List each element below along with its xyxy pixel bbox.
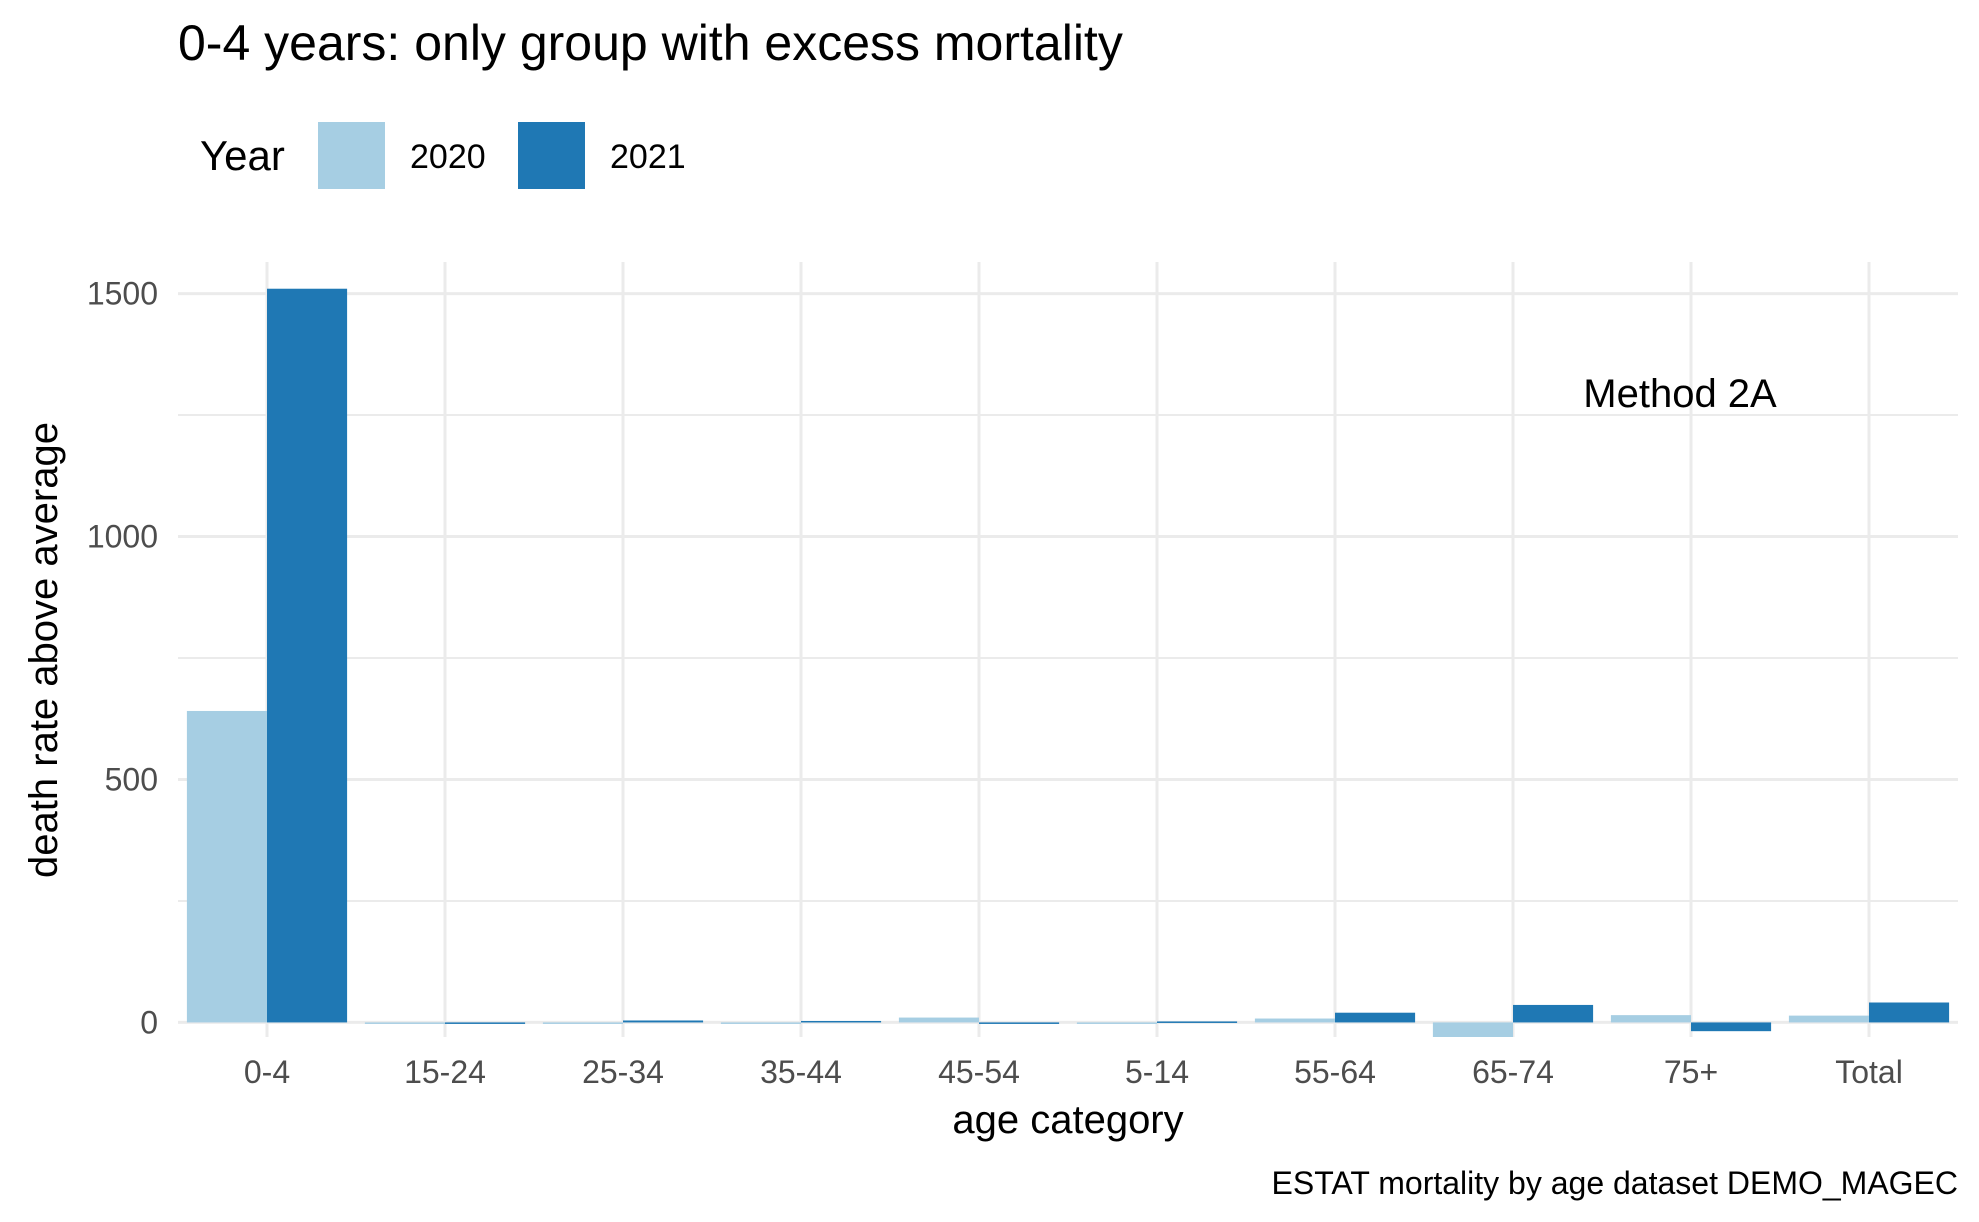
- grid: [178, 262, 1958, 1037]
- legend: Year 2020 2021: [200, 122, 686, 189]
- legend-swatch-2021: [518, 122, 585, 189]
- bar-2021-65-74: [1513, 1004, 1594, 1023]
- x-tick-label: Total: [1835, 1054, 1903, 1090]
- bars: [186, 288, 1950, 1037]
- bar-2020-5-14: [1076, 1022, 1157, 1024]
- bar-2021-75+: [1691, 1022, 1772, 1032]
- bar-2020-35-44: [720, 1022, 801, 1024]
- x-tick-label: 55-64: [1294, 1054, 1376, 1090]
- x-tick-label: 45-54: [938, 1054, 1020, 1090]
- bar-2021-45-54: [979, 1022, 1060, 1024]
- bar-2021-0-4: [267, 288, 348, 1023]
- caption: ESTAT mortality by age dataset DEMO_MAGE…: [1272, 1165, 1958, 1201]
- x-axis-title: age category: [952, 1098, 1183, 1142]
- bar-2021-5-14: [1157, 1021, 1238, 1023]
- x-tick-label: 65-74: [1472, 1054, 1554, 1090]
- bar-2020-15-24: [364, 1022, 445, 1024]
- x-tick-label: 0-4: [244, 1054, 290, 1090]
- bar-2021-25-34: [623, 1020, 704, 1023]
- legend-label-2021: 2021: [610, 138, 686, 176]
- y-tick-label: 0: [140, 1004, 158, 1040]
- bar-2020-0-4: [186, 710, 267, 1023]
- y-axis-tick-labels: 0 500 1000 1500: [87, 276, 158, 1041]
- y-tick-label: 1500: [87, 276, 158, 312]
- bar-2020-75+: [1610, 1015, 1691, 1023]
- legend-title: Year: [200, 132, 285, 179]
- y-tick-label: 500: [105, 761, 158, 797]
- x-axis-tick-labels: 0-4 15-24 25-34 35-44 45-54 5-14 55-64 65-74 75+…: [244, 1054, 1903, 1090]
- y-tick-label: 1000: [87, 519, 158, 555]
- x-tick-label: 75+: [1664, 1054, 1718, 1090]
- bar-2021-55-64: [1335, 1012, 1416, 1023]
- bar-2020-45-54: [898, 1017, 979, 1023]
- bar-2020-65-74: [1432, 1022, 1513, 1037]
- x-tick-label: 25-34: [582, 1054, 664, 1090]
- legend-swatch-2020: [318, 122, 385, 189]
- bar-2020-25-34: [542, 1022, 623, 1024]
- legend-label-2020: 2020: [410, 138, 486, 176]
- x-tick-label: 15-24: [404, 1054, 486, 1090]
- bar-2021-35-44: [801, 1020, 882, 1023]
- bar-2020-Total: [1788, 1015, 1869, 1023]
- method-annotation: Method 2A: [1583, 372, 1777, 416]
- y-axis-title: death rate above average: [22, 422, 66, 878]
- bar-2021-Total: [1869, 1002, 1950, 1023]
- chart-title: 0-4 years: only group with excess mortal…: [178, 15, 1123, 71]
- bar-2021-15-24: [445, 1022, 526, 1024]
- x-tick-label: 5-14: [1125, 1054, 1189, 1090]
- bar-2020-55-64: [1254, 1018, 1335, 1023]
- x-tick-label: 35-44: [760, 1054, 842, 1090]
